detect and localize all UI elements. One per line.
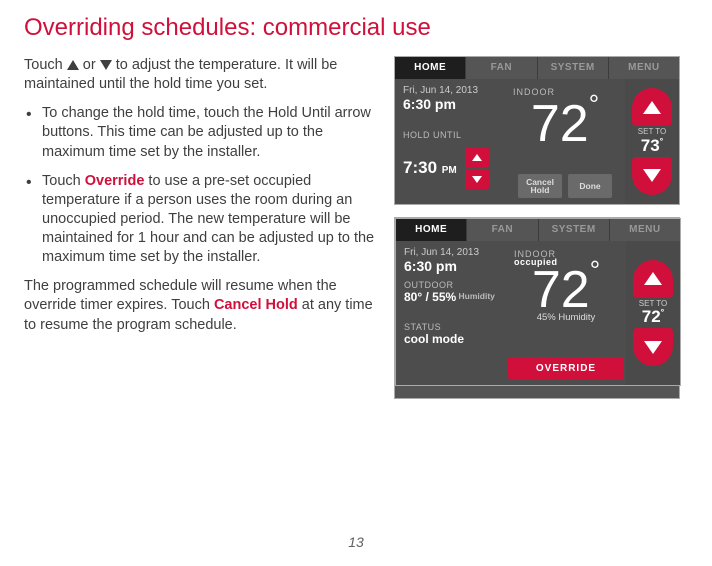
indoor-humidity: 45% Humidity [506, 312, 626, 323]
temp-down-button[interactable] [632, 157, 672, 195]
bullet-2-pre: Touch [42, 173, 85, 189]
down-triangle-icon [472, 176, 482, 183]
thermostat-screenshot-2: HOME FAN SYSTEM MENU Fri, Jun 14, 2013 6… [394, 217, 680, 399]
date-label: Fri, Jun 14, 2013 [403, 85, 505, 96]
done-button[interactable]: Done [568, 174, 612, 198]
tab-bar: HOME FAN SYSTEM MENU [395, 57, 679, 79]
tab-menu[interactable]: MENU [610, 219, 680, 241]
tab-home[interactable]: HOME [395, 57, 466, 79]
hold-until-time: 7:30 PM [403, 158, 457, 178]
tab-bar: HOME FAN SYSTEM MENU [396, 219, 680, 241]
time-label: 6:30 pm [403, 96, 505, 112]
tab-fan[interactable]: FAN [467, 219, 538, 241]
cancel-hold-keyword: Cancel Hold [214, 297, 298, 313]
tab-menu[interactable]: MENU [609, 57, 679, 79]
up-triangle-icon [643, 101, 661, 114]
down-triangle-icon [644, 341, 662, 354]
tab-home[interactable]: HOME [396, 219, 467, 241]
down-triangle-icon [100, 60, 112, 70]
time-label: 6:30 pm [404, 258, 506, 274]
up-triangle-icon [644, 272, 662, 285]
down-triangle-icon [643, 169, 661, 182]
override-keyword: Override [85, 173, 145, 189]
para1-b: or [79, 57, 100, 73]
body-text: Touch or to adjust the temperature. It w… [24, 56, 394, 411]
status-label: STATUS [404, 322, 506, 332]
bullet-1: To change the hold time, touch the Hold … [24, 104, 380, 161]
outdoor-value: 80° / 55% Humidity [404, 290, 506, 304]
tab-system[interactable]: SYSTEM [539, 219, 610, 241]
outdoor-label: OUTDOOR [404, 280, 506, 290]
para1-a: Touch [24, 57, 67, 73]
indoor-temp: 72° [505, 93, 625, 148]
override-button[interactable]: OVERRIDE [508, 357, 624, 379]
indoor-temp: 72° [506, 259, 626, 314]
thermostat-screenshot-1: HOME FAN SYSTEM MENU Fri, Jun 14, 2013 6… [394, 56, 680, 205]
page-number: 13 [0, 534, 712, 550]
temp-up-button[interactable] [633, 260, 673, 298]
hold-up-button[interactable] [465, 147, 489, 167]
page-title: Overriding schedules: commercial use [24, 14, 688, 42]
temp-down-button[interactable] [633, 328, 673, 366]
set-to-display: SET TO73° [638, 128, 666, 154]
hold-down-button[interactable] [465, 169, 489, 189]
tab-system[interactable]: SYSTEM [538, 57, 609, 79]
hold-until-label: HOLD UNTIL [403, 130, 505, 140]
temp-up-button[interactable] [632, 88, 672, 126]
bullet-2: Touch Override to use a pre-set occupied… [24, 172, 380, 268]
set-to-display: SET TO72° [639, 300, 667, 326]
cancel-hold-button[interactable]: Cancel Hold [518, 174, 562, 198]
up-triangle-icon [67, 60, 79, 70]
up-triangle-icon [472, 154, 482, 161]
tab-fan[interactable]: FAN [466, 57, 537, 79]
date-label: Fri, Jun 14, 2013 [404, 247, 506, 258]
status-value: cool mode [404, 332, 506, 346]
